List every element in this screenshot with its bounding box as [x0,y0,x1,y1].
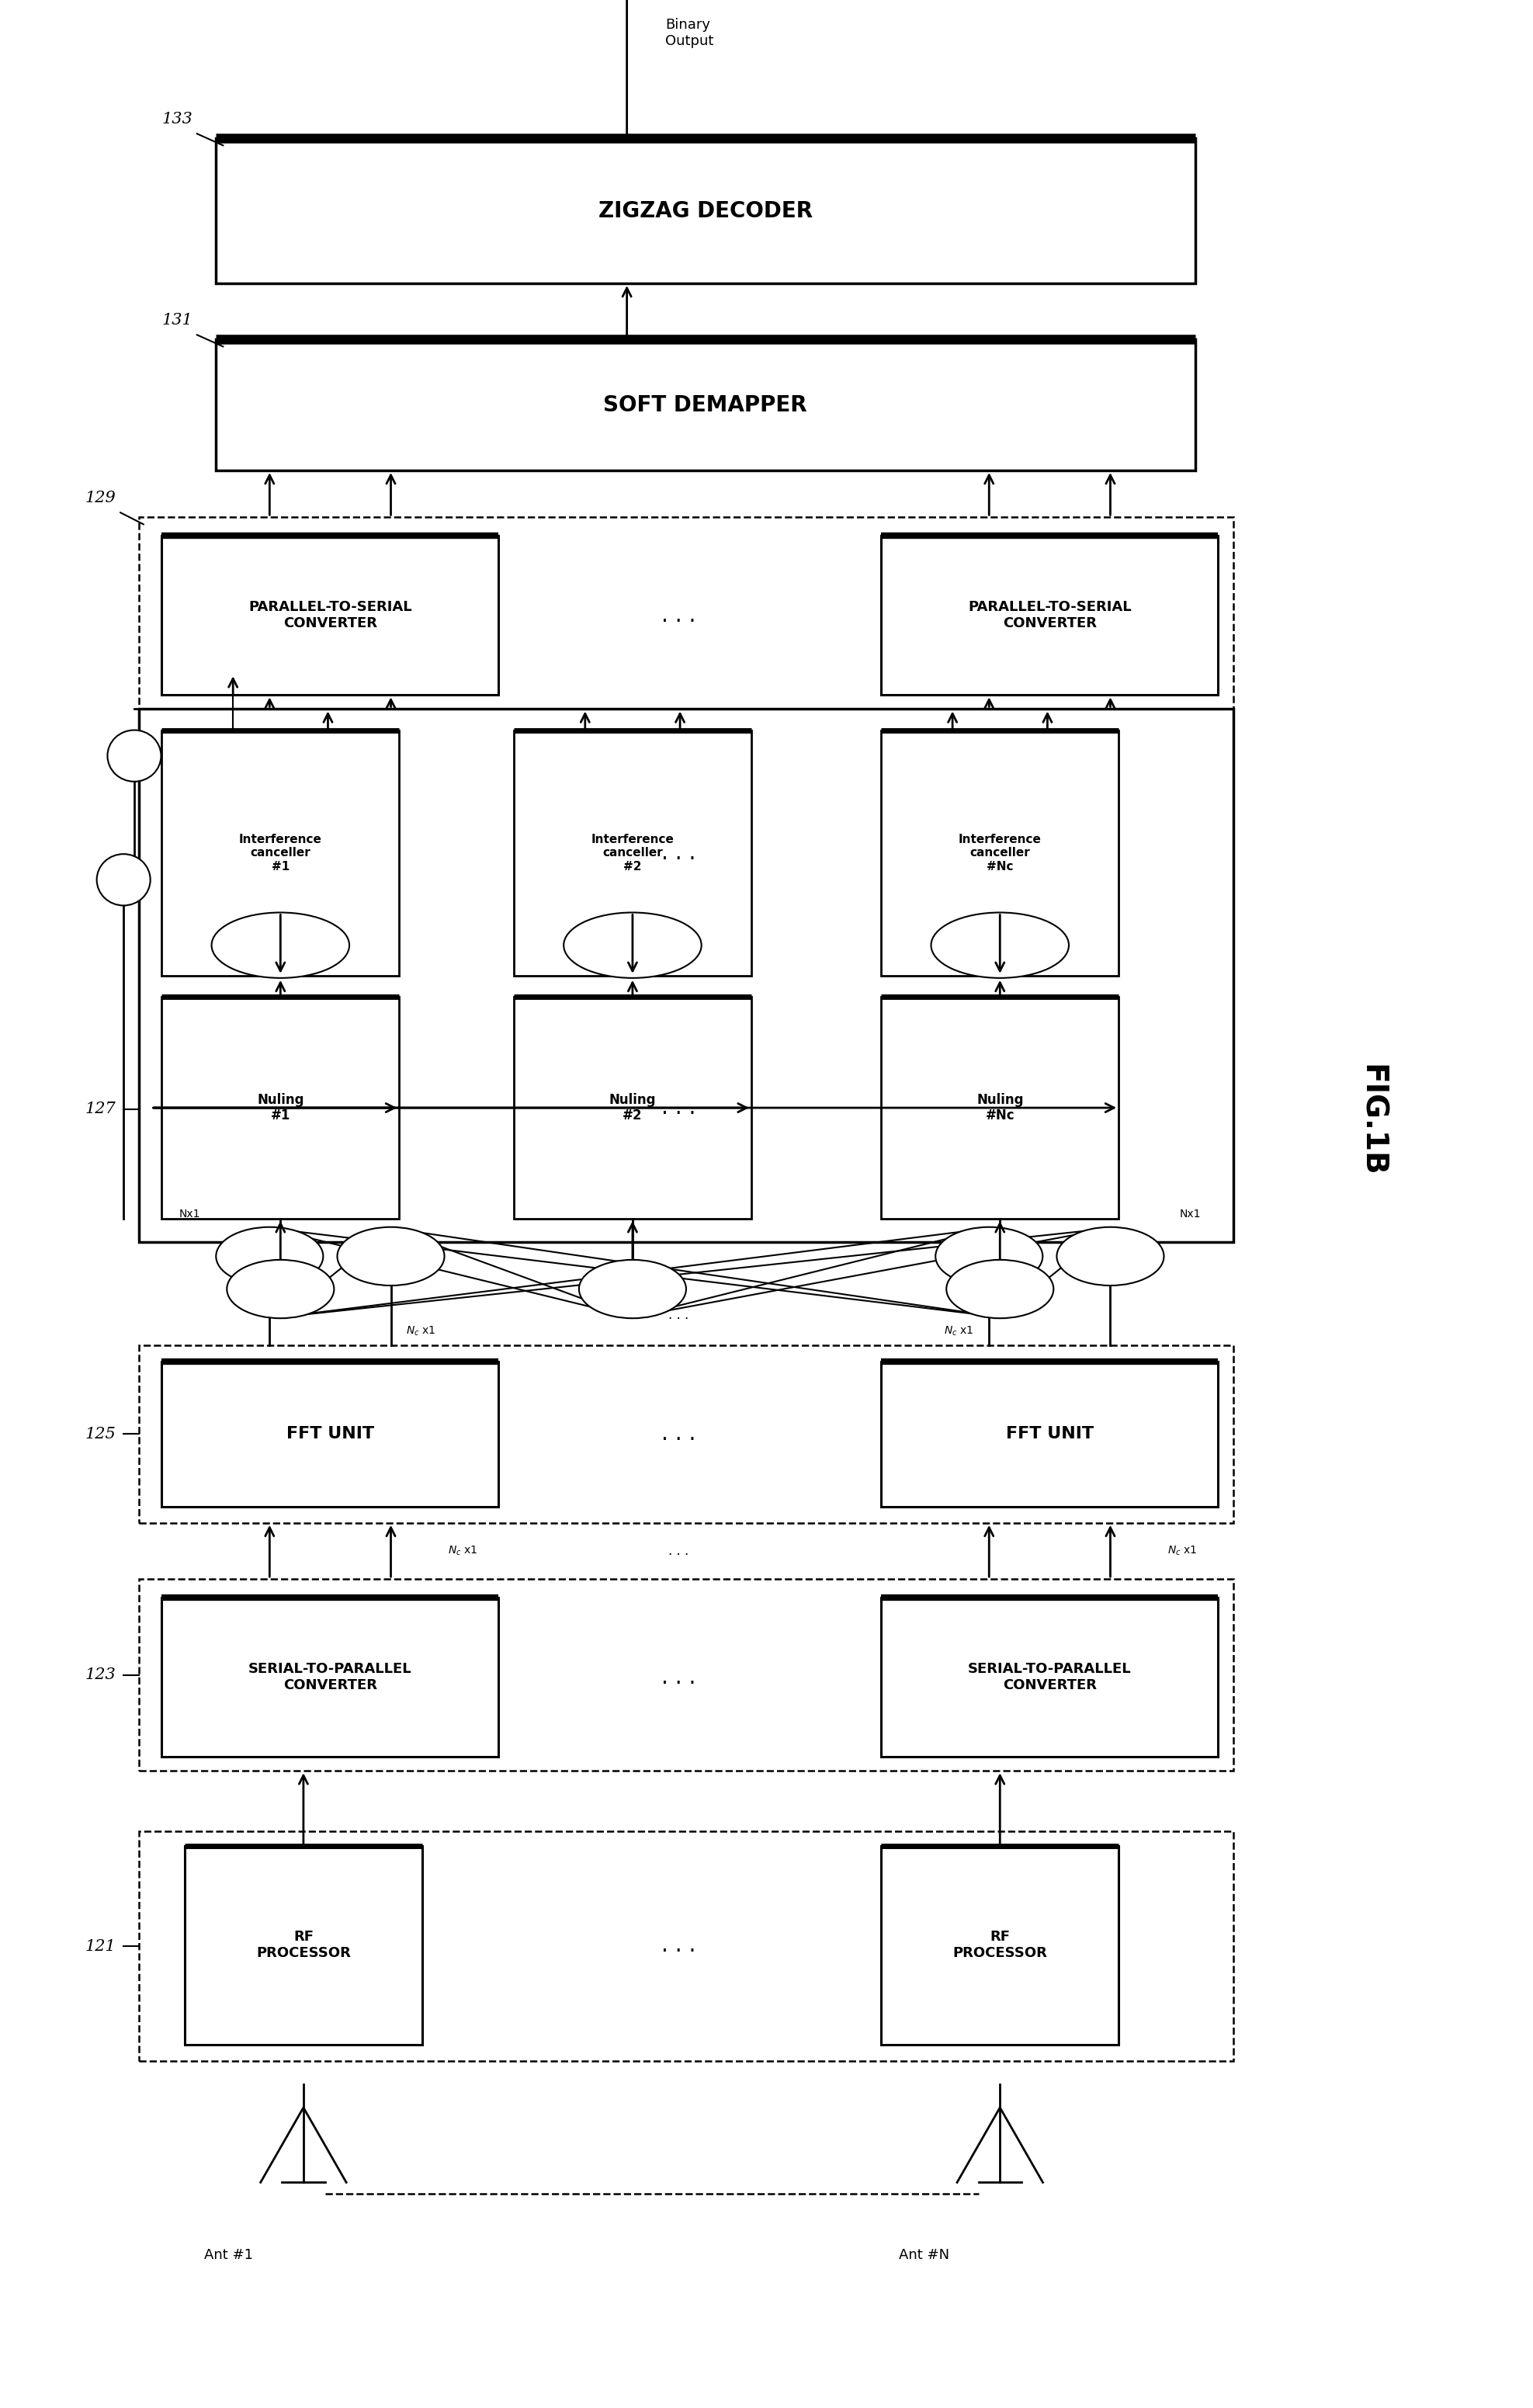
Text: . . .: . . . [668,1308,688,1322]
Text: . . .: . . . [1102,1252,1118,1262]
Text: . . .: . . . [992,1283,1007,1293]
Ellipse shape [946,1259,1053,1317]
Ellipse shape [97,855,150,905]
Text: Interference
canceller
#Nc: Interference canceller #Nc [958,833,1041,872]
Text: Nuling
#2: Nuling #2 [609,1093,656,1122]
Ellipse shape [337,1228,445,1286]
Text: . . .: . . . [383,1252,399,1262]
Ellipse shape [935,1228,1042,1286]
Text: . . .: . . . [981,1252,996,1262]
Text: Nx1: Nx1 [179,1209,201,1218]
Ellipse shape [579,1259,687,1317]
Text: SERIAL-TO-PARALLEL
CONVERTER: SERIAL-TO-PARALLEL CONVERTER [967,1662,1131,1693]
FancyBboxPatch shape [162,730,399,975]
Text: . . .: . . . [668,1544,688,1558]
Ellipse shape [1056,1228,1164,1286]
Text: Nx1: Nx1 [1179,1209,1200,1218]
Text: . . .: . . . [661,1423,696,1445]
FancyBboxPatch shape [162,1361,498,1507]
Ellipse shape [107,730,161,783]
Text: . . .: . . . [661,604,696,626]
Ellipse shape [227,1259,334,1317]
FancyBboxPatch shape [216,340,1196,470]
Text: FIG.1B: FIG.1B [1357,1064,1386,1178]
Text: . . .: . . . [625,1283,641,1293]
Text: RF
PROCESSOR: RF PROCESSOR [256,1929,351,1960]
FancyBboxPatch shape [514,730,751,975]
Text: PARALLEL-TO-SERIAL
CONVERTER: PARALLEL-TO-SERIAL CONVERTER [248,600,412,631]
Ellipse shape [564,913,702,978]
Text: . . .: . . . [273,1283,288,1293]
Text: RF
PROCESSOR: RF PROCESSOR [952,1929,1047,1960]
FancyBboxPatch shape [162,1599,498,1758]
Text: Interference
canceller
#1: Interference canceller #1 [239,833,322,872]
FancyBboxPatch shape [185,1845,422,2044]
Text: $N_c$ x1: $N_c$ x1 [1168,1544,1197,1558]
Text: 129: 129 [84,491,117,506]
FancyBboxPatch shape [162,997,399,1218]
Text: . . .: . . . [661,1666,696,1688]
Text: . . .: . . . [262,1252,277,1262]
Text: $N_c$ x1: $N_c$ x1 [448,1544,478,1558]
Text: SOFT DEMAPPER: SOFT DEMAPPER [604,395,808,417]
Text: SERIAL-TO-PARALLEL
CONVERTER: SERIAL-TO-PARALLEL CONVERTER [248,1662,412,1693]
Text: FFT UNIT: FFT UNIT [287,1426,374,1442]
Ellipse shape [931,913,1069,978]
Text: $N_c$ x1: $N_c$ x1 [944,1324,973,1336]
FancyBboxPatch shape [881,997,1119,1218]
Text: Binary
Output: Binary Output [665,19,713,48]
Text: . . .: . . . [271,939,288,951]
FancyBboxPatch shape [881,1599,1219,1758]
Text: . . .: . . . [661,1934,696,1955]
Text: PARALLEL-TO-SERIAL
CONVERTER: PARALLEL-TO-SERIAL CONVERTER [967,600,1131,631]
FancyBboxPatch shape [881,1845,1119,2044]
FancyBboxPatch shape [216,137,1196,284]
Text: Ant #1: Ant #1 [204,2249,253,2261]
Text: $N_c$ x1: $N_c$ x1 [406,1324,435,1336]
FancyBboxPatch shape [881,730,1119,975]
Text: 131: 131 [161,313,193,327]
Ellipse shape [216,1228,323,1286]
Text: 125: 125 [84,1426,117,1442]
Text: . . .: . . . [992,939,1009,951]
Text: Nuling
#Nc: Nuling #Nc [977,1093,1024,1122]
Text: 127: 127 [84,1100,117,1117]
Text: Nuling
#1: Nuling #1 [258,1093,304,1122]
Text: 123: 123 [84,1669,117,1683]
Text: 121: 121 [84,1938,117,1953]
FancyBboxPatch shape [514,997,751,1218]
Ellipse shape [212,913,350,978]
Text: . . .: . . . [661,843,696,864]
Text: . . .: . . . [624,939,641,951]
Text: FFT UNIT: FFT UNIT [1006,1426,1093,1442]
FancyBboxPatch shape [162,537,498,696]
Text: Interference
canceller
#2: Interference canceller #2 [592,833,675,872]
FancyBboxPatch shape [881,1361,1219,1507]
Text: ZIGZAG DECODER: ZIGZAG DECODER [598,200,812,222]
Text: Ant #N: Ant #N [898,2249,949,2261]
Text: . . .: . . . [661,1098,696,1120]
FancyBboxPatch shape [881,537,1219,696]
Text: 133: 133 [161,111,193,128]
